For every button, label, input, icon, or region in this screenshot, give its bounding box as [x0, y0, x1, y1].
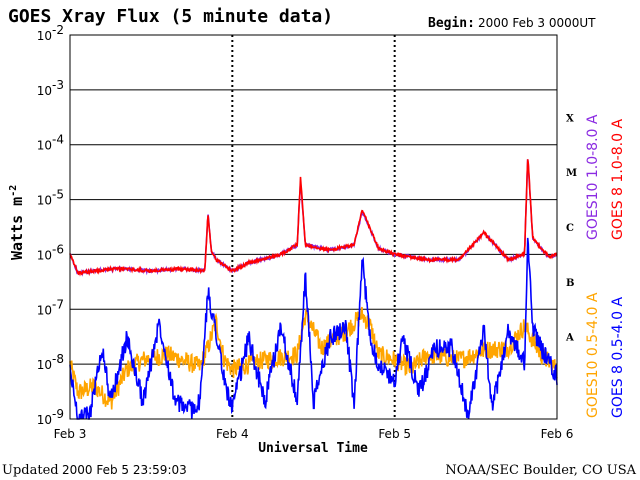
flare-class-label: C	[566, 223, 574, 234]
flare-class-label: M	[566, 168, 577, 179]
y-tick-base: 10	[37, 303, 52, 317]
series-line	[69, 237, 558, 420]
legend-entry: GOES10 0.5-4.0 A	[585, 292, 601, 418]
y-tick-base: 10	[37, 84, 52, 98]
y-tick-label: 10-8	[37, 352, 64, 372]
y-axis-label: Watts m-2	[8, 185, 26, 260]
y-tick-exponent: -3	[52, 78, 64, 92]
y-tick-exponent: -8	[52, 352, 64, 366]
series-line	[69, 159, 558, 277]
y-tick-exponent: -6	[52, 242, 64, 256]
flare-class-label: X	[566, 113, 574, 124]
updated-value: 2000 Feb 5 23:59:03	[62, 463, 187, 477]
y-tick-exponent: -7	[52, 297, 64, 311]
y-axis-label-base: Watts m	[8, 197, 26, 260]
updated-label: Updated	[2, 463, 59, 478]
y-tick-exponent: -5	[52, 188, 64, 202]
y-tick-label: 10-9	[37, 407, 64, 427]
plot-grid	[70, 34, 557, 420]
y-tick-base: 10	[37, 194, 52, 208]
y-tick-base: 10	[37, 413, 52, 427]
x-tick-label: Feb 4	[216, 427, 249, 441]
y-axis-label-text: Watts m-2	[8, 185, 26, 260]
y-tick-labels: 10-910-810-710-610-510-410-310-2	[37, 23, 64, 427]
flare-class-label: A	[565, 333, 574, 344]
y-tick-label: 10-7	[37, 297, 64, 317]
y-tick-base: 10	[37, 358, 52, 372]
flare-class-labels: A B C M X	[565, 113, 577, 343]
legend-entry: GOES10 1.0-8.0 A	[585, 114, 601, 240]
y-tick-exponent: -9	[52, 407, 64, 421]
y-tick-base: 10	[37, 139, 52, 153]
y-tick-label: 10-5	[37, 188, 64, 208]
legend: GOES10 1.0-8.0 A GOES 8 1.0-8.0 A GOES10 0…	[585, 114, 626, 418]
plot-frame	[69, 34, 558, 420]
chart-title: GOES Xray Flux (5 minute data)	[8, 6, 333, 27]
y-tick-exponent: -2	[52, 23, 64, 37]
x-axis-label: Universal Time	[258, 441, 368, 456]
x-tick-label: Feb 3	[54, 427, 87, 441]
y-tick-exponent: -4	[52, 133, 64, 147]
y-tick-label: 10-6	[37, 242, 64, 262]
x-tick-label: Feb 5	[378, 427, 411, 441]
x-tick-labels: Feb 3 Feb 4 Feb 5 Feb 6	[54, 427, 574, 441]
y-axis-label-exponent: -2	[8, 185, 19, 197]
y-tick-label: 10-4	[37, 133, 64, 153]
y-tick-base: 10	[37, 248, 52, 262]
y-tick-label: 10-3	[37, 78, 64, 98]
x-tick-label: Feb 6	[541, 427, 574, 441]
credit-text: NOAA/SEC Boulder, CO USA	[445, 463, 636, 478]
plot-series	[69, 159, 558, 420]
flare-class-label: B	[566, 278, 574, 289]
begin-value: 2000 Feb 3 0000UT	[478, 16, 596, 30]
legend-entry: GOES 8 1.0-8.0 A	[610, 119, 626, 240]
y-tick-label: 10-2	[37, 23, 64, 43]
series-line	[69, 159, 558, 277]
legend-entry: GOES 8 0.5-4.0 A	[610, 297, 626, 418]
y-tick-base: 10	[37, 29, 52, 43]
begin-label: Begin:	[428, 16, 475, 31]
